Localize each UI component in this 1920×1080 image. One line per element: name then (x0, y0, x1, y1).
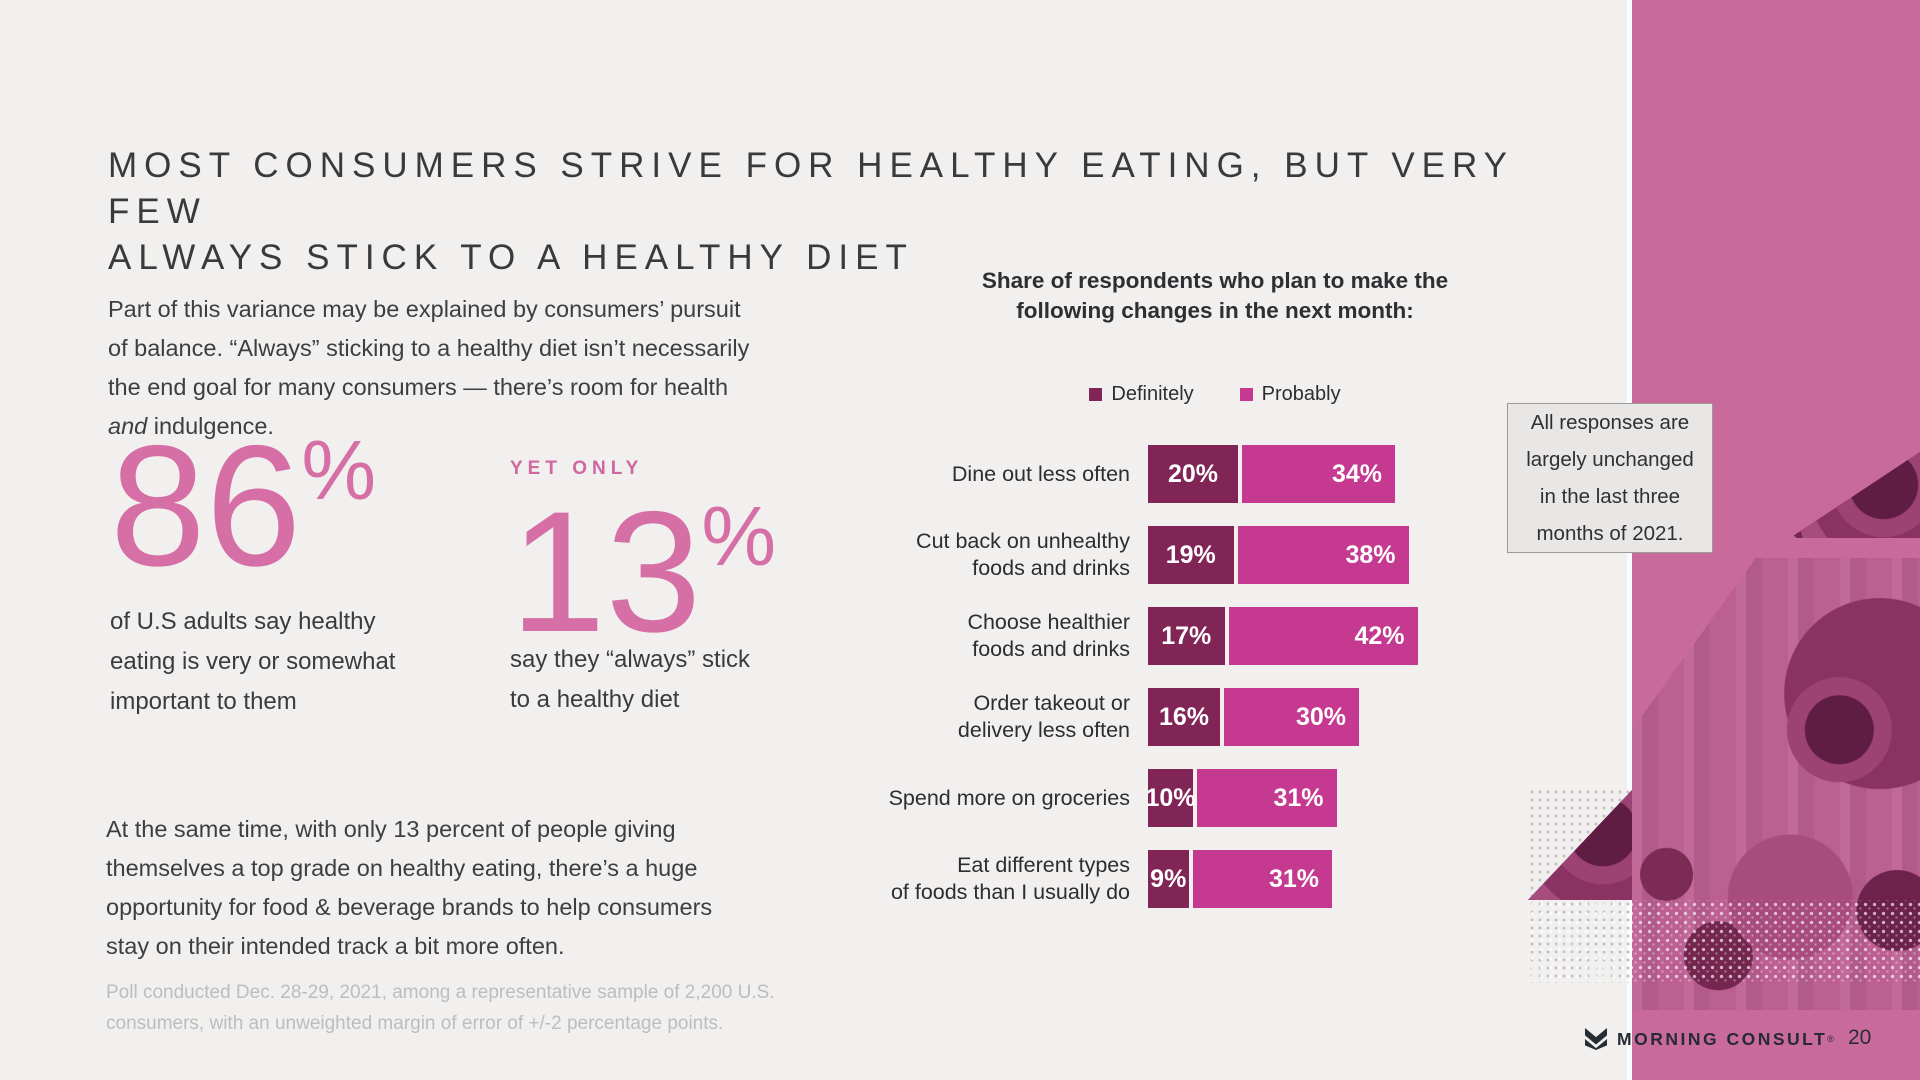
page-number: 20 (1848, 1026, 1872, 1049)
bar-segments: 20% 34% (1148, 445, 1395, 503)
bar-segment-definitely: 9% (1148, 850, 1189, 908)
bar-segment-definitely: 19% (1148, 526, 1234, 584)
stat-13-kicker: YET ONLY (510, 458, 644, 479)
closing-paragraph: At the same time, with only 13 percent o… (106, 815, 713, 959)
legend-label-probably: Probably (1261, 383, 1341, 405)
bar-segments: 9% 31% (1148, 850, 1332, 908)
bar-segment-probably: 38% (1237, 526, 1409, 584)
bar-row: Cut back on unhealthy foods and drinks 1… (830, 526, 1409, 584)
bar-segment-probably: 31% (1197, 769, 1337, 827)
legend-label-definitely: Definitely (1111, 383, 1194, 405)
bar-value-definitely: 20% (1167, 459, 1219, 488)
bar-category-label: Eat different types of foods than I usua… (890, 853, 1130, 904)
bar-segment-definitely: 20% (1148, 445, 1238, 503)
halftone-pink-band (1528, 900, 1920, 983)
stat-13-caption: say they “always” stick to a healthy die… (510, 646, 751, 713)
bar-value-definitely: 19% (1165, 540, 1216, 569)
methodology-footnote: Poll conducted Dec. 28-29, 2021, among a… (106, 982, 775, 1034)
trademark-symbol: ® (1827, 1034, 1834, 1044)
bar-value-probably: 31% (1273, 783, 1324, 812)
bar-value-definitely: 9% (1150, 864, 1187, 893)
bar-row: Spend more on groceries 10% 31% (830, 769, 1337, 827)
bar-value-probably: 31% (1268, 864, 1319, 893)
bar-segments: 19% 38% (1148, 526, 1409, 584)
bar-value-probably: 30% (1295, 702, 1346, 731)
legend-item-probably: Probably (1239, 383, 1341, 406)
bar-segment-definitely: 17% (1148, 607, 1225, 665)
intro-paragraph: Part of this variance may be explained b… (108, 290, 798, 446)
page-title-line2: ALWAYS STICK TO A HEALTHY DIET (108, 238, 914, 278)
bar-segment-probably: 30% (1224, 688, 1359, 746)
bar-segment-probably: 34% (1242, 445, 1395, 503)
intro-text-end: indulgence. (147, 412, 274, 439)
legend-swatch-probably (1239, 388, 1253, 401)
bar-value-definitely: 16% (1158, 702, 1210, 731)
footer-logo: MORNING CONSULT ® (1584, 1022, 1834, 1056)
bar-value-definitely: 10% (1145, 783, 1196, 812)
bar-value-probably: 34% (1331, 459, 1382, 488)
stat-86-caption: of U.S adults say healthy eating is very… (110, 608, 396, 715)
intro-text: Part of this variance may be explained b… (108, 295, 750, 400)
legend-item-definitely: Definitely (1089, 383, 1194, 406)
bar-value-definitely: 17% (1161, 621, 1212, 650)
bar-row: Dine out less often 20% 34% (830, 445, 1395, 503)
bar-category-label: Spend more on groceries (888, 785, 1130, 810)
stat-86-value: 86 (110, 410, 302, 602)
chart-legend: Definitely Probably (780, 383, 1650, 406)
page-title-line1: MOST CONSUMERS STRIVE FOR HEALTHY EATING… (108, 146, 1514, 232)
bar-category-label: Order takeout or delivery less often (957, 691, 1130, 742)
chart-title: Share of respondents who plan to make th… (981, 268, 1449, 323)
bar-category-label: Cut back on unhealthy foods and drinks (916, 529, 1130, 580)
bar-segment-probably: 31% (1192, 850, 1332, 908)
bar-segment-probably: 42% (1228, 607, 1418, 665)
callout-text: All responses are largely unchanged in t… (1526, 411, 1694, 545)
bar-segments: 17% 42% (1148, 607, 1418, 665)
stat-13-value: 13 (510, 476, 702, 668)
bar-segments: 16% 30% (1148, 688, 1359, 746)
bar-segment-definitely: 10% (1145, 769, 1196, 827)
legend-swatch-definitely (1089, 388, 1103, 401)
bar-value-probably: 42% (1354, 621, 1405, 650)
intro-italic-word: and (108, 412, 148, 439)
stat-13-block: YET ONLY 13% (510, 458, 776, 658)
bar-row: Order takeout or delivery less often 16%… (830, 688, 1359, 746)
bar-category-label: Choose healthier foods and drinks (967, 610, 1130, 661)
bar-row: Eat different types of foods than I usua… (830, 850, 1332, 908)
brand-wordmark: MORNING CONSULT (1617, 1028, 1828, 1049)
bar-category-label: Dine out less often (951, 461, 1130, 486)
bar-segments: 10% 31% (1145, 769, 1337, 827)
stat-86-block: 86% (110, 420, 376, 592)
stat-86-percent-sign: % (301, 423, 377, 517)
bar-row: Choose healthier foods and drinks 17% 42… (830, 607, 1418, 665)
stat-13-percent-sign: % (701, 489, 777, 583)
bar-value-probably: 38% (1345, 540, 1396, 569)
callout-box: All responses are largely unchanged in t… (1507, 403, 1713, 553)
bar-segment-definitely: 16% (1148, 688, 1220, 746)
morning-consult-logo-icon (1585, 1028, 1607, 1050)
page-title: MOST CONSUMERS STRIVE FOR HEALTHY EATING… (108, 143, 1528, 281)
